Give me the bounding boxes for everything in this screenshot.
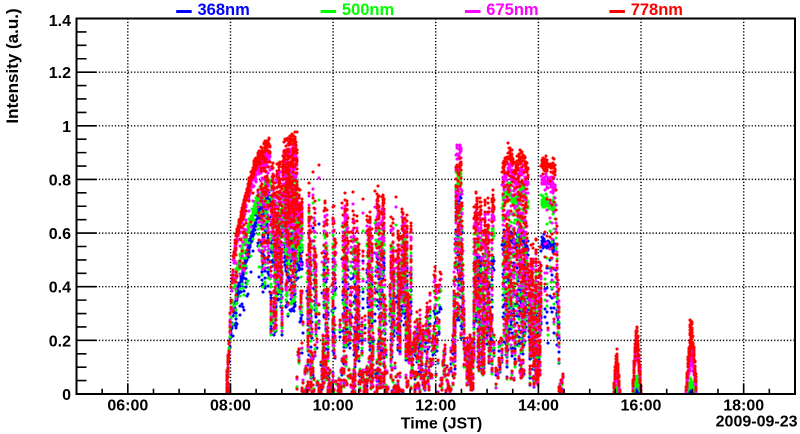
svg-text:0.8: 0.8: [49, 172, 71, 189]
svg-text:12:00: 12:00: [415, 398, 456, 415]
svg-text:14:00: 14:00: [518, 398, 559, 415]
svg-text:10:00: 10:00: [313, 398, 354, 415]
svg-text:2009-09-23: 2009-09-23: [716, 414, 798, 431]
svg-text:0: 0: [62, 387, 71, 404]
svg-text:16:00: 16:00: [621, 398, 662, 415]
svg-text:0.2: 0.2: [49, 333, 71, 350]
svg-text:1: 1: [62, 119, 71, 136]
svg-text:0.4: 0.4: [49, 280, 71, 297]
svg-text:1.2: 1.2: [49, 65, 71, 82]
svg-text:08:00: 08:00: [210, 398, 251, 415]
svg-text:Intensity (a.u.): Intensity (a.u.): [3, 8, 22, 123]
svg-text:500nm: 500nm: [342, 1, 394, 19]
svg-text:675nm: 675nm: [486, 1, 538, 19]
svg-text:18:00: 18:00: [723, 398, 764, 415]
svg-text:778nm: 778nm: [631, 1, 683, 19]
svg-text:1.4: 1.4: [49, 13, 71, 30]
svg-text:368nm: 368nm: [198, 1, 250, 19]
svg-text:06:00: 06:00: [107, 398, 148, 415]
svg-text:0.6: 0.6: [49, 226, 71, 243]
svg-text:Time (JST): Time (JST): [401, 416, 483, 433]
